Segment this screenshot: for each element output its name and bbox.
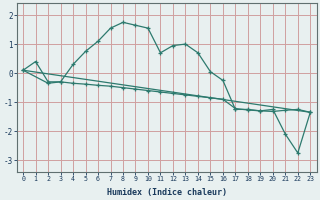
X-axis label: Humidex (Indice chaleur): Humidex (Indice chaleur) xyxy=(107,188,227,197)
